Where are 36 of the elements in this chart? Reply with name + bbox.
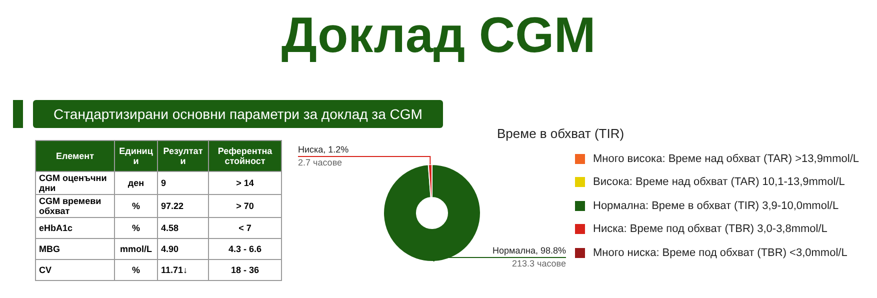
text: 11.71↓ — [158, 260, 208, 280]
text: > 70 — [208, 194, 282, 218]
text: 4.90 — [158, 238, 208, 260]
text: 9 — [158, 172, 208, 194]
category-label: Елемент — [36, 140, 114, 172]
text: % — [114, 260, 158, 280]
text: 18 - 36 — [208, 260, 282, 280]
legend-label: Много ниска: Време под обхват (TBR) <3,0mmol/L — [592, 246, 848, 261]
legend-label: Висока: Време над обхват (TAR) 10,1-13,9mmol/L — [592, 175, 846, 190]
text: % — [114, 194, 158, 218]
text: 2.7 часове — [298, 157, 342, 168]
data-label: Ниска, 1.2% — [298, 144, 349, 154]
text: mmol/L — [114, 238, 158, 260]
text: MBG — [36, 238, 114, 260]
text: Доклад CGM — [280, 6, 597, 64]
text: 4.58 — [158, 218, 208, 238]
legend-label: Ниска: Време под обхват (TBR) 3,0-3,8mmol/L — [592, 222, 828, 238]
category-label: Референтна стойност — [208, 140, 282, 172]
text: Стандартизирани основни параметри за доклад за CGM — [33, 100, 443, 128]
text: > 14 — [208, 172, 282, 194]
chart-title: Време в обхват (TIR) — [497, 126, 624, 141]
data-label: Нормална, 98.8% — [492, 245, 566, 256]
text: % — [114, 218, 158, 238]
text: eHbA1c — [36, 218, 114, 238]
text: 213.3 часове — [512, 258, 566, 268]
text: 97.22 — [158, 194, 208, 218]
text: CGM оценъчни дни — [36, 172, 114, 194]
legend-label: Нормална: Време в обхват (TIR) 3,9-10,0mmol/L — [592, 198, 840, 214]
legend-label: Много висока: Време над обхват (TAR) >13,9mmol/L — [592, 152, 859, 167]
text: ден — [114, 172, 158, 194]
text: < 7 — [208, 218, 282, 238]
text: CV — [36, 260, 114, 280]
category-label: Резултати — [158, 140, 208, 172]
text: 4.3 - 6.6 — [208, 238, 282, 260]
text: CGM времеви обхват — [36, 194, 114, 218]
category-label: Единици — [114, 140, 158, 172]
